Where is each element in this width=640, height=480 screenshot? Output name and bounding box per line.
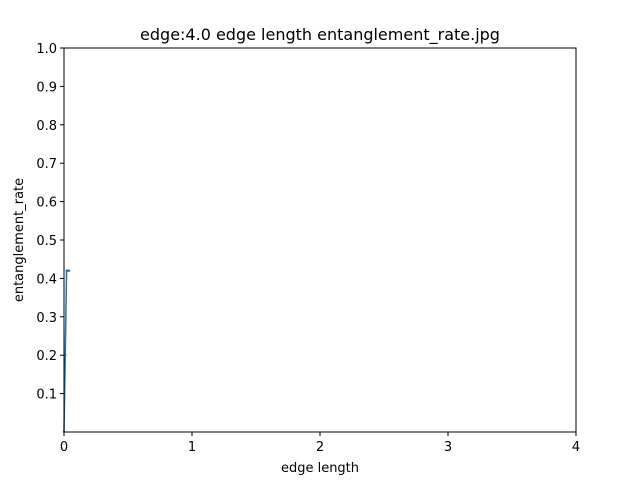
x-tick-label: 1	[188, 440, 196, 455]
y-tick-label: 0.8	[36, 119, 57, 134]
y-tick-label: 0.9	[36, 80, 57, 95]
data-point	[64, 354, 67, 357]
series-line	[63, 269, 70, 433]
x-axis-label: edge length	[281, 461, 359, 476]
x-tick-label: 0	[60, 440, 68, 455]
y-tick-label: 1.0	[36, 42, 57, 57]
y-tick-label: 0.7	[36, 157, 57, 172]
y-tick-label: 0.2	[36, 349, 57, 364]
plot-frame	[63, 47, 577, 433]
y-tick-label: 0.3	[36, 311, 57, 326]
data-point	[67, 269, 71, 272]
y-tick-label: 0.6	[36, 196, 57, 211]
x-tick-label: 2	[316, 440, 324, 455]
x-tick-label: 4	[572, 440, 580, 455]
y-tick-label: 0.5	[36, 234, 57, 249]
axis-ticks: 0 1 2 3 4 0.1 0.2 0.3 0.4 0.5 0.6 0.7 0.8 0.9 1.0	[36, 42, 580, 455]
y-tick-label: 0.4	[36, 272, 57, 287]
series-layer	[62, 269, 71, 434]
y-tick-label: 0.1	[36, 388, 57, 403]
chart-title: edge:4.0 edge length entanglement_rate.j…	[140, 25, 500, 45]
x-tick-label: 3	[444, 440, 452, 455]
y-axis-label: entanglement_rate	[12, 178, 27, 302]
